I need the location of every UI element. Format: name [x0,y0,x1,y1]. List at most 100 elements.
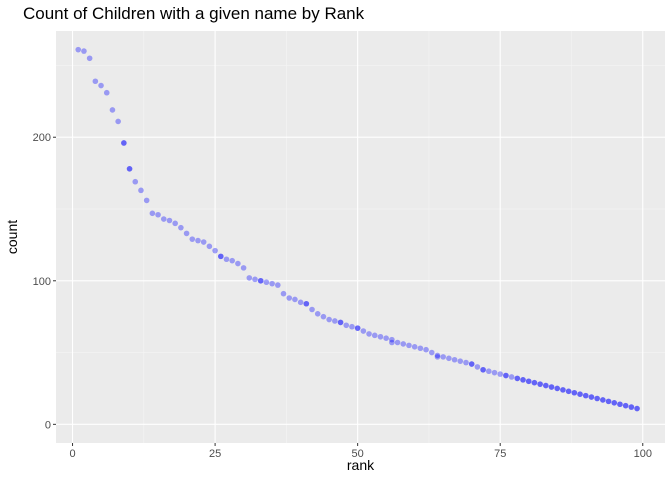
data-point [195,237,201,244]
data-point [275,282,281,288]
data-point [537,381,543,387]
data-point [634,405,640,412]
data-point [548,384,555,390]
x-tick-label: 75 [494,448,506,460]
data-point [411,344,418,350]
data-point [297,299,304,306]
data-point [86,55,93,62]
y-tick-label: 100 [33,276,51,288]
data-point [269,280,275,287]
data-point [240,265,247,271]
data-point [417,345,424,352]
y-tick-label: 0 [45,419,51,431]
data-point [565,388,572,395]
data-point [366,331,372,337]
data-point [332,318,338,324]
data-point [463,359,469,366]
data-point [400,341,407,347]
data-point [377,333,384,340]
data-point [571,389,578,396]
data-point [257,277,264,284]
data-point [548,384,555,390]
data-point [525,378,532,385]
data-point [514,375,521,382]
major-gridlines [56,31,665,443]
data-point [577,391,583,397]
data-point [423,346,429,353]
data-point [525,378,532,385]
x-tick-label: 50 [352,448,364,460]
data-point [622,402,629,409]
data-point [143,197,150,204]
data-point [149,210,156,217]
data-point [75,46,82,53]
data-point [92,78,99,85]
data-point [337,319,344,326]
data-point [543,382,549,389]
minor-gridlines [56,31,665,443]
data-point [383,335,389,342]
data-point [554,385,561,392]
data-point [554,385,561,392]
data-point [440,354,446,360]
data-point [446,355,452,362]
data-point [103,89,110,96]
data-point [126,166,133,172]
data-point [508,374,515,380]
data-point [428,349,435,356]
data-point [280,290,287,297]
data-point [600,397,606,403]
data-point [594,395,600,402]
data-point [160,216,167,222]
data-point [491,369,498,376]
data-point [520,377,526,383]
data-point [303,300,310,307]
data-point [132,178,139,185]
data-point [531,379,538,386]
chart-title: Count of Children with a given name by R… [23,4,365,23]
data-point [611,400,618,406]
data-point [354,325,361,331]
data-point [468,361,475,367]
y-tick-label: 200 [33,132,51,144]
data-point [183,230,190,237]
x-tick-label: 100 [634,448,652,460]
data-point [371,332,378,339]
data-point [292,296,298,303]
data-point [588,394,595,400]
data-point [468,361,475,367]
data-point [349,323,355,330]
data-point [81,48,87,54]
x-tick-label: 0 [69,448,75,460]
data-point [303,300,310,307]
data-point [577,391,583,397]
data-point [514,375,521,382]
data-point [560,387,566,393]
data-point [314,311,321,317]
data-point [320,313,327,320]
data-point [571,389,578,396]
data-point [394,339,401,346]
data-point [434,352,441,359]
data-point [565,388,572,395]
data-point [560,387,566,393]
x-axis-ticks: 0 25 50 75 100 [69,443,652,460]
x-axis-title: rank [347,457,375,473]
data-point [126,166,133,172]
data-point [531,379,538,386]
data-point [212,247,218,254]
data-point [611,400,618,406]
data-point [138,187,144,194]
data-point [246,275,253,281]
data-point [389,339,395,346]
data-point [480,366,486,373]
data-point [582,392,589,399]
data-point [286,295,293,301]
data-point [217,253,224,260]
data-point [622,402,629,409]
data-point [229,257,235,264]
data-point [503,372,509,379]
plot-panel [56,31,665,443]
data-point [389,336,395,343]
